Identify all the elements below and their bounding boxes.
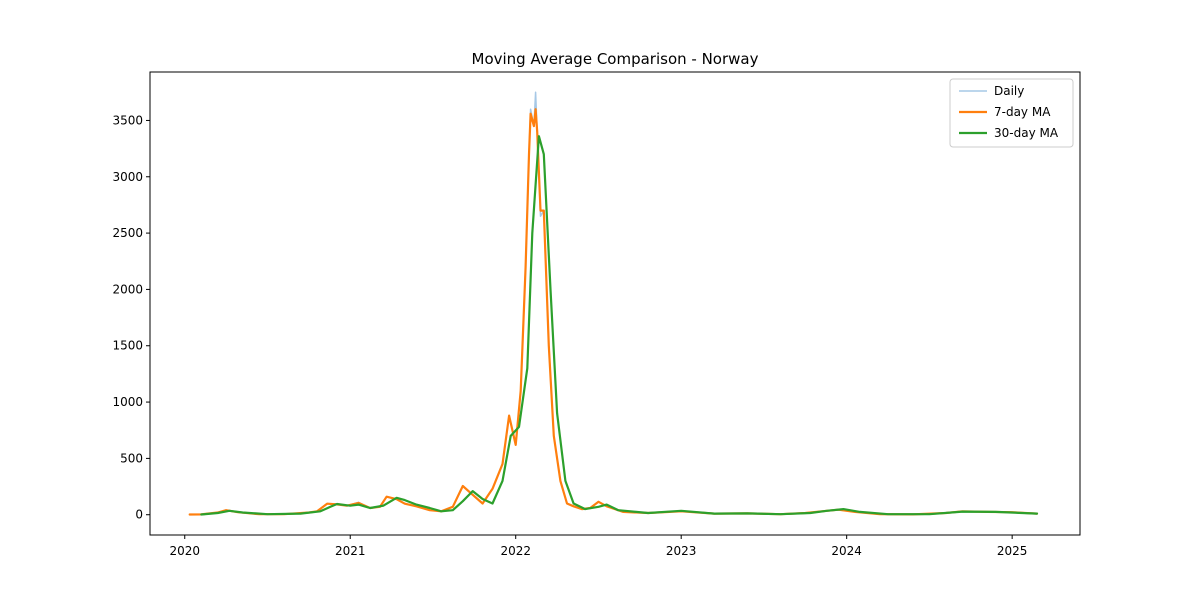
y-axis: 0 500 1000 1500 2000 2500 3000 3500 [112,113,150,522]
x-tick-label-4: 2024 [831,544,862,558]
legend-box [949,78,1074,148]
legend-label-2: 30-day MA [994,126,1059,140]
legend-label-1: 7-day MA [994,105,1051,119]
y-tick-label-7: 3500 [112,113,143,127]
x-tick-label-1: 2021 [335,544,366,558]
legend-label-0: Daily [994,84,1024,98]
chart-title: Moving Average Comparison - Norway [472,50,759,68]
y-tick-label-6: 3000 [112,170,143,184]
x-axis: 2020 2021 2022 2023 2024 2025 [169,535,1027,558]
y-tick-label-3: 1500 [112,339,143,353]
x-tick-label-2: 2022 [500,544,531,558]
x-tick-label-0: 2020 [169,544,200,558]
y-tick-label-5: 2500 [112,226,143,240]
y-tick-label-0: 0 [135,508,143,522]
legend: Daily 7-day MA 30-day MA [949,78,1074,148]
y-tick-label-4: 2000 [112,282,143,296]
y-tick-label-2: 1000 [112,395,143,409]
series-layer [188,91,1039,516]
plot-frame [149,71,1081,536]
series-line-2 [200,135,1039,516]
x-tick-label-5: 2025 [997,544,1028,558]
x-tick-label-3: 2023 [666,544,697,558]
y-tick-label-1: 500 [120,451,143,465]
